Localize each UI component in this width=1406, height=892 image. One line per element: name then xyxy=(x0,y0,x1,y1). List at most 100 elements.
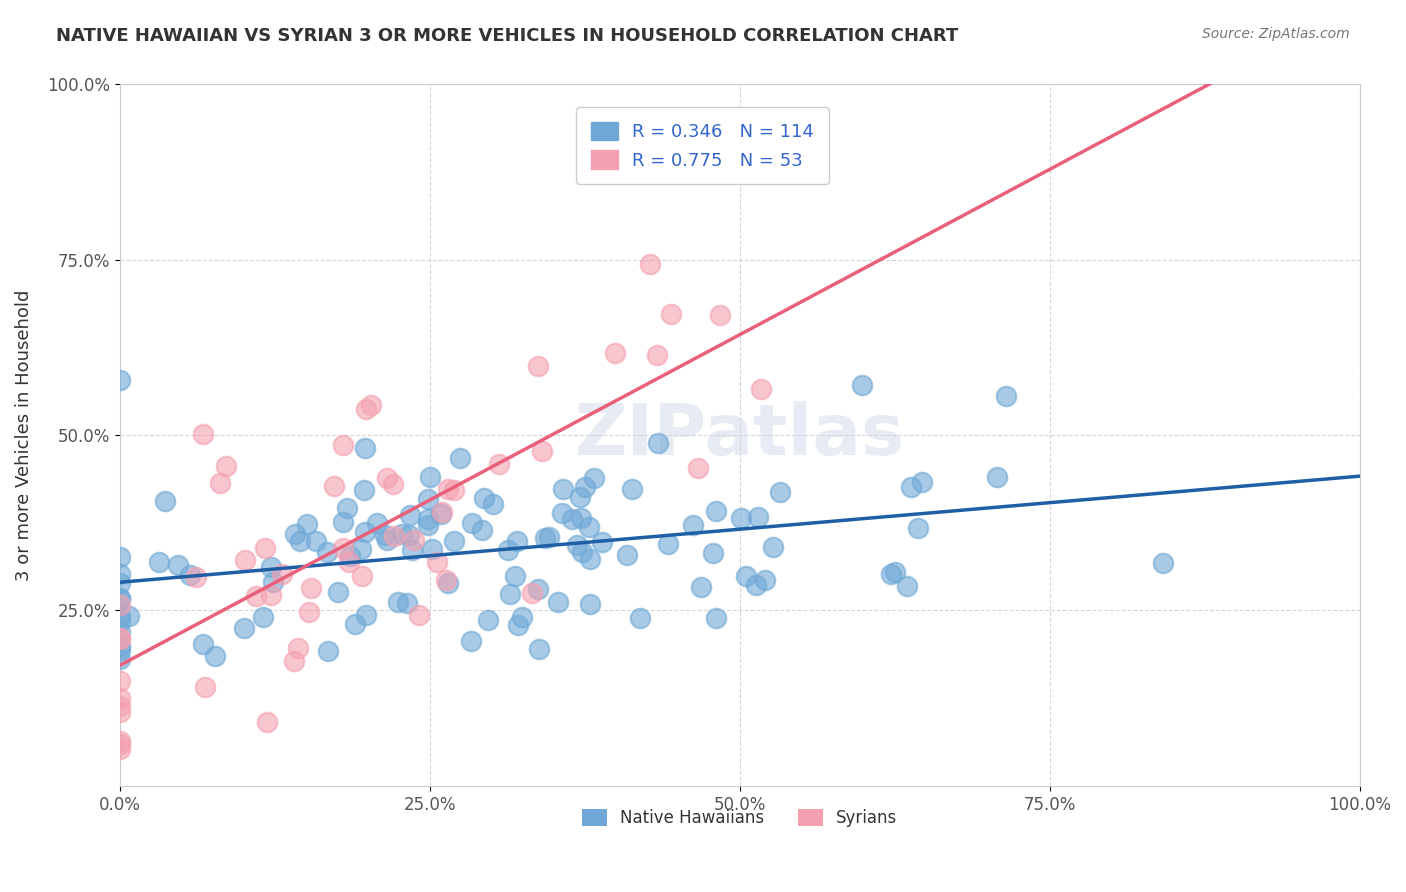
Point xyxy=(534,531,557,545)
Point xyxy=(108,549,131,564)
Point xyxy=(108,705,131,719)
Point xyxy=(628,610,651,624)
Point xyxy=(350,569,373,583)
Text: NATIVE HAWAIIAN VS SYRIAN 3 OR MORE VEHICLES IN HOUSEHOLD CORRELATION CHART: NATIVE HAWAIIAN VS SYRIAN 3 OR MORE VEHI… xyxy=(56,27,959,45)
Point xyxy=(191,637,214,651)
Point xyxy=(416,512,439,526)
Point xyxy=(260,560,283,574)
Point xyxy=(574,480,596,494)
Point xyxy=(382,529,405,543)
Point xyxy=(232,621,254,635)
Point xyxy=(527,582,550,596)
Point xyxy=(995,389,1018,403)
Point xyxy=(426,555,449,569)
Point xyxy=(907,521,929,535)
Point xyxy=(155,494,177,508)
Point xyxy=(569,491,592,505)
Point xyxy=(270,566,292,581)
Point xyxy=(108,642,131,657)
Point xyxy=(332,541,354,555)
Point xyxy=(506,618,529,632)
Point xyxy=(510,610,533,624)
Point xyxy=(482,497,505,511)
Point xyxy=(316,545,339,559)
Point xyxy=(108,631,131,645)
Point xyxy=(638,257,661,271)
Point xyxy=(108,651,131,665)
Point xyxy=(408,607,430,622)
Point xyxy=(531,444,554,458)
Point xyxy=(688,461,710,475)
Point xyxy=(148,556,170,570)
Point xyxy=(657,536,679,550)
Point xyxy=(420,542,443,557)
Point xyxy=(730,510,752,524)
Point xyxy=(569,511,592,525)
Point xyxy=(434,573,457,587)
Point xyxy=(749,383,772,397)
Point xyxy=(374,528,396,542)
Point xyxy=(747,510,769,524)
Point xyxy=(396,596,419,610)
Point xyxy=(108,639,131,653)
Text: Source: ZipAtlas.com: Source: ZipAtlas.com xyxy=(1202,27,1350,41)
Point xyxy=(256,714,278,729)
Point xyxy=(283,654,305,668)
Legend: Native Hawaiians, Syrians: Native Hawaiians, Syrians xyxy=(575,802,904,833)
Point xyxy=(449,451,471,466)
Point xyxy=(496,542,519,557)
Point xyxy=(166,558,188,572)
Point xyxy=(108,591,131,606)
Point xyxy=(350,542,373,557)
Point xyxy=(620,482,643,496)
Point xyxy=(328,584,350,599)
Point xyxy=(215,458,238,473)
Point xyxy=(911,475,934,489)
Point xyxy=(336,500,359,515)
Point xyxy=(299,581,322,595)
Point xyxy=(702,545,724,559)
Point xyxy=(769,485,792,500)
Point xyxy=(416,491,439,506)
Point xyxy=(260,588,283,602)
Point xyxy=(505,569,527,583)
Point xyxy=(204,648,226,663)
Point xyxy=(288,533,311,548)
Point xyxy=(709,308,731,322)
Point xyxy=(354,525,377,540)
Point xyxy=(416,517,439,532)
Point xyxy=(108,734,131,748)
Point xyxy=(745,578,768,592)
Point xyxy=(880,567,903,582)
Point xyxy=(208,476,231,491)
Point xyxy=(579,597,602,611)
Point xyxy=(704,504,727,518)
Point xyxy=(437,482,460,496)
Point xyxy=(108,742,131,756)
Point xyxy=(432,505,454,519)
Point xyxy=(108,598,131,612)
Point xyxy=(547,595,569,609)
Point xyxy=(108,673,131,688)
Point xyxy=(690,580,713,594)
Point xyxy=(645,348,668,362)
Point xyxy=(399,508,422,522)
Point xyxy=(571,545,593,559)
Point xyxy=(108,575,131,590)
Point xyxy=(443,534,465,549)
Point xyxy=(375,471,398,485)
Point xyxy=(430,508,453,522)
Point xyxy=(499,587,522,601)
Point xyxy=(353,483,375,497)
Point xyxy=(387,595,409,609)
Point xyxy=(883,565,905,579)
Point xyxy=(603,346,626,360)
Point xyxy=(520,586,543,600)
Point xyxy=(567,538,589,552)
Point xyxy=(579,552,602,566)
Point xyxy=(551,483,574,497)
Point xyxy=(108,373,131,387)
Point xyxy=(647,435,669,450)
Point xyxy=(505,534,527,549)
Point xyxy=(284,526,307,541)
